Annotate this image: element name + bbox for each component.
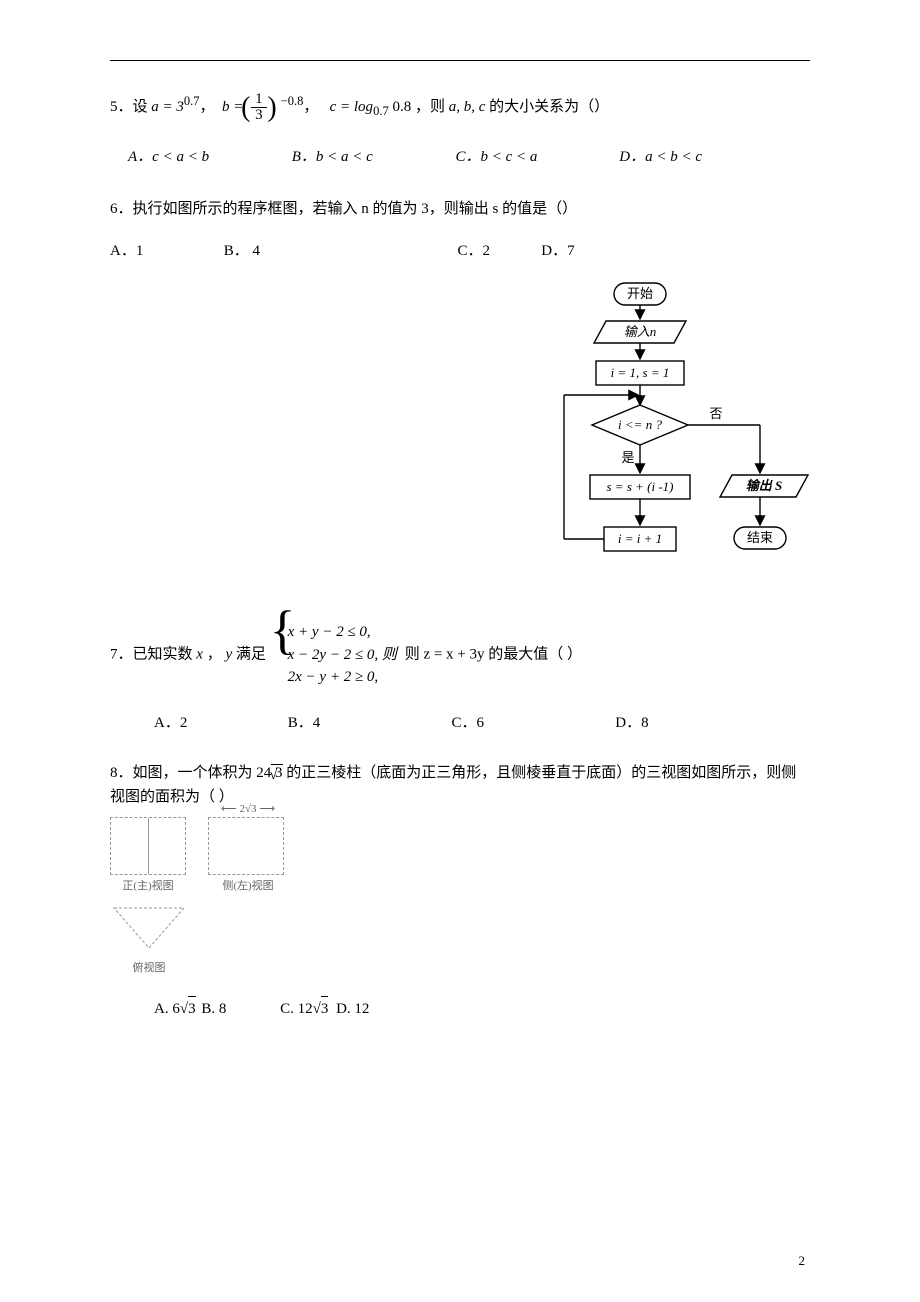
flowchart-svg: 开始 输入n i = 1, s = 1 i <= n ? 是 否 s = s +… <box>530 277 820 607</box>
q6-opt-b: B． 4 <box>224 239 454 263</box>
q8-opt-d: D. 12 <box>336 997 369 1021</box>
q5-prefix: 5．设 <box>110 99 151 115</box>
q5-opt-c: C．b < c < a <box>456 145 616 169</box>
svg-text:是: 是 <box>621 450 634 465</box>
svg-text:输入n: 输入n <box>624 324 657 339</box>
page-number: 2 <box>799 1251 806 1272</box>
q6-opt-a: A．1 <box>110 239 220 263</box>
side-view-block: ⟵ 2√3 ⟶ 侧(左)视图 <box>208 817 288 896</box>
q7-options: A．2 B．4 C．6 D．8 <box>154 711 810 735</box>
q8-options: A. 6√3 B. 8 C. 12√3 D. 12 <box>154 996 810 1021</box>
q5-options: A．c < a < b B．b < a < c C．b < c < a D．a … <box>128 145 810 169</box>
svg-text:i = 1, s = 1: i = 1, s = 1 <box>611 365 670 380</box>
q5-opt-d: D．a < b < c <box>619 145 779 169</box>
svg-text:i = i + 1: i = i + 1 <box>618 531 662 546</box>
svg-text:i <= n ?: i <= n ? <box>618 417 662 432</box>
q7-opt-b: B．4 <box>288 711 448 735</box>
svg-text:s = s + (i -1): s = s + (i -1) <box>606 479 673 494</box>
svg-text:结束: 结束 <box>747 530 773 545</box>
q7-opt-c: C．6 <box>452 711 612 735</box>
q8-opt-b: B. 8 <box>201 997 226 1021</box>
svg-text:开始: 开始 <box>627 286 653 301</box>
q7-opt-a: A．2 <box>154 711 284 735</box>
three-view-figure: 正(主)视图 ⟵ 2√3 ⟶ 侧(左)视图 俯视图 <box>110 817 330 978</box>
q8-opt-a: A. 6√3 <box>154 996 196 1021</box>
q8-opt-c: C. 12√3 <box>280 996 328 1021</box>
flowchart: 开始 输入n i = 1, s = 1 i <= n ? 是 否 s = s +… <box>530 277 820 607</box>
header-rule <box>110 60 810 61</box>
q5-math: a = 30.7， b = ( 1 3 ) −0.8， c = log0.7 0… <box>151 99 415 115</box>
front-view-block: 正(主)视图 <box>110 817 186 896</box>
question-5: 5．设 a = 30.7， b = ( 1 3 ) −0.8， c = log0… <box>110 91 810 169</box>
top-view-triangle <box>110 904 188 952</box>
question-6: 6．执行如图所示的程序框图，若输入 n 的值为 3，则输出 s 的值是（） A．… <box>110 197 810 263</box>
q5-opt-b: B．b < a < c <box>292 145 452 169</box>
q7-opt-d: D．8 <box>615 711 715 735</box>
svg-text:否: 否 <box>709 406 722 421</box>
q6-opt-c: C．2 <box>458 239 538 263</box>
question-8: 8．如图，一个体积为 24 3 √ 的正三棱柱（底面为正三角形，且侧棱垂直于底面… <box>110 761 810 1021</box>
q7-system: { x + y − 2 ≤ 0, x − 2y − 2 ≤ 0, 则 2x − … <box>274 621 397 689</box>
question-7: 7．已知实数 x ， y 满足 { x + y − 2 ≤ 0, x − 2y … <box>110 621 810 735</box>
q6-options: A．1 B． 4 C．2 D．7 <box>110 239 810 263</box>
svg-text:输出 S: 输出 S <box>746 478 782 493</box>
top-view-block: 俯视图 <box>110 904 188 978</box>
q5-opt-a: A．c < a < b <box>128 145 288 169</box>
q6-opt-d: D．7 <box>541 239 621 263</box>
